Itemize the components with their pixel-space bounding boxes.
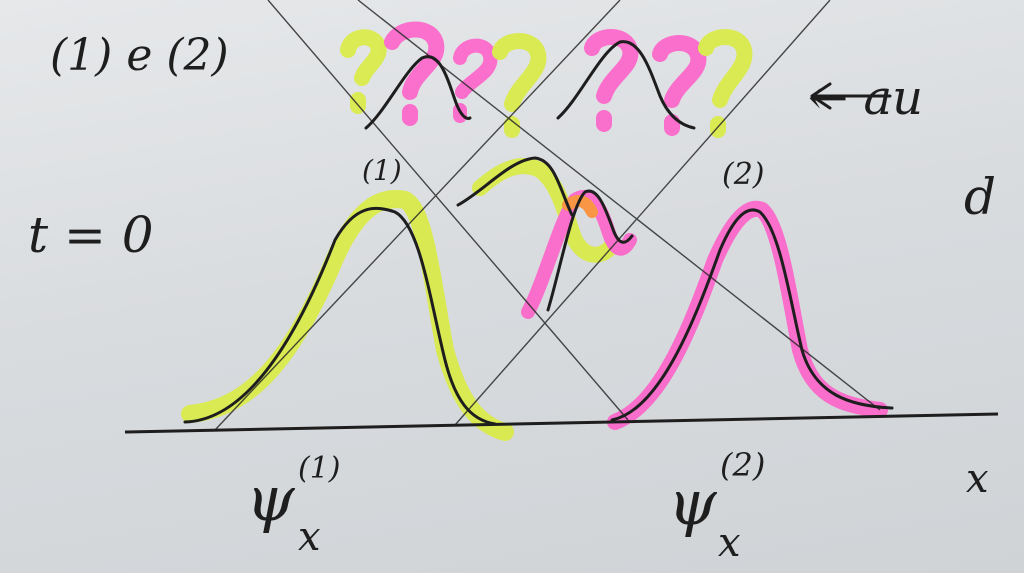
wavepacket-2-curve [610,208,894,422]
question-mark-yellow-1 [340,29,387,114]
margin-note-text: d [964,168,996,226]
arrow-note-text: ← au [808,70,923,126]
mid-packet-curve-1 [456,156,574,217]
peak-1-label: (1) [362,154,402,187]
mid-packet-curve-2 [546,189,634,312]
diagonal-line-2 [357,0,881,411]
time-label: t = 0 [28,206,154,264]
diagonal-line-4 [454,0,831,426]
question-mark-yellow-3 [492,33,547,138]
psi-1-superscript: (1) [298,451,341,486]
diagonal-line-3 [214,0,621,431]
psi-1-symbol: ψ [246,462,296,535]
psi-2-symbol: ψ [668,466,718,539]
question-mark-pink-2 [584,29,639,132]
x-axis-label: x [966,456,989,502]
question-mark-pink-3 [652,35,707,136]
overlap-orange-highlight [562,195,598,218]
header-label: (1) e (2) [50,30,229,81]
wavepacket-1-yellow-highlight [181,190,514,441]
peak-2-label: (2) [722,157,765,192]
arrow-icon [810,82,892,110]
top-packet-curve-1 [364,55,472,130]
psi-2-superscript: (2) [720,446,765,484]
question-mark-yellow-2 [453,38,498,123]
question-mark-pink-1 [384,21,445,126]
diagonal-line-1 [267,0,629,421]
x-axis-line [124,412,999,434]
question-mark-yellow-4 [698,29,753,138]
psi-2-subscript: x [718,520,741,566]
wavepacket-1-curve [183,206,497,426]
top-packet-curve-2 [556,40,696,130]
psi-1-subscript: x [298,514,321,560]
